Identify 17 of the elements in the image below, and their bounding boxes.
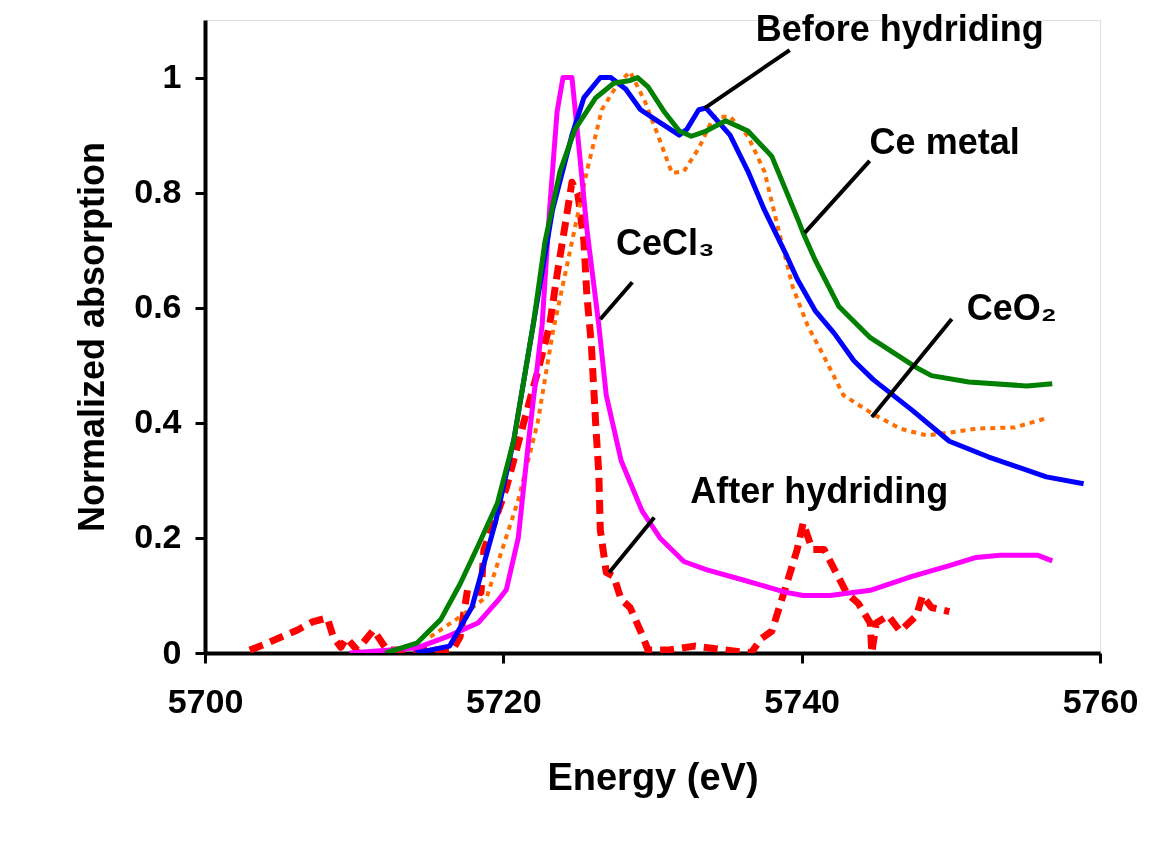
- y-tick-label: 0.8: [134, 172, 182, 211]
- y-tick-label: 1: [162, 57, 182, 96]
- annotation: CeO₂: [966, 287, 1057, 329]
- y-tick-label: 0: [162, 632, 182, 671]
- x-tick-label: 5720: [466, 681, 542, 720]
- y-tick-label: 0.4: [134, 402, 182, 441]
- annotation: Ce metal: [869, 120, 1020, 162]
- x-axis-title: Energy (eV): [547, 755, 759, 798]
- x-tick-label: 5700: [167, 681, 244, 720]
- x-tick-label: 5760: [1062, 681, 1139, 720]
- annotation: Before hydriding: [755, 8, 1044, 50]
- y-tick-label: 0.6: [134, 287, 182, 326]
- x-tick-label: 5740: [764, 681, 840, 720]
- y-axis-title: Normalized absorption: [71, 141, 113, 533]
- annotation: After hydriding: [690, 470, 949, 512]
- y-tick-label: 0.2: [134, 517, 182, 556]
- annotation: CeCl₃: [615, 222, 715, 264]
